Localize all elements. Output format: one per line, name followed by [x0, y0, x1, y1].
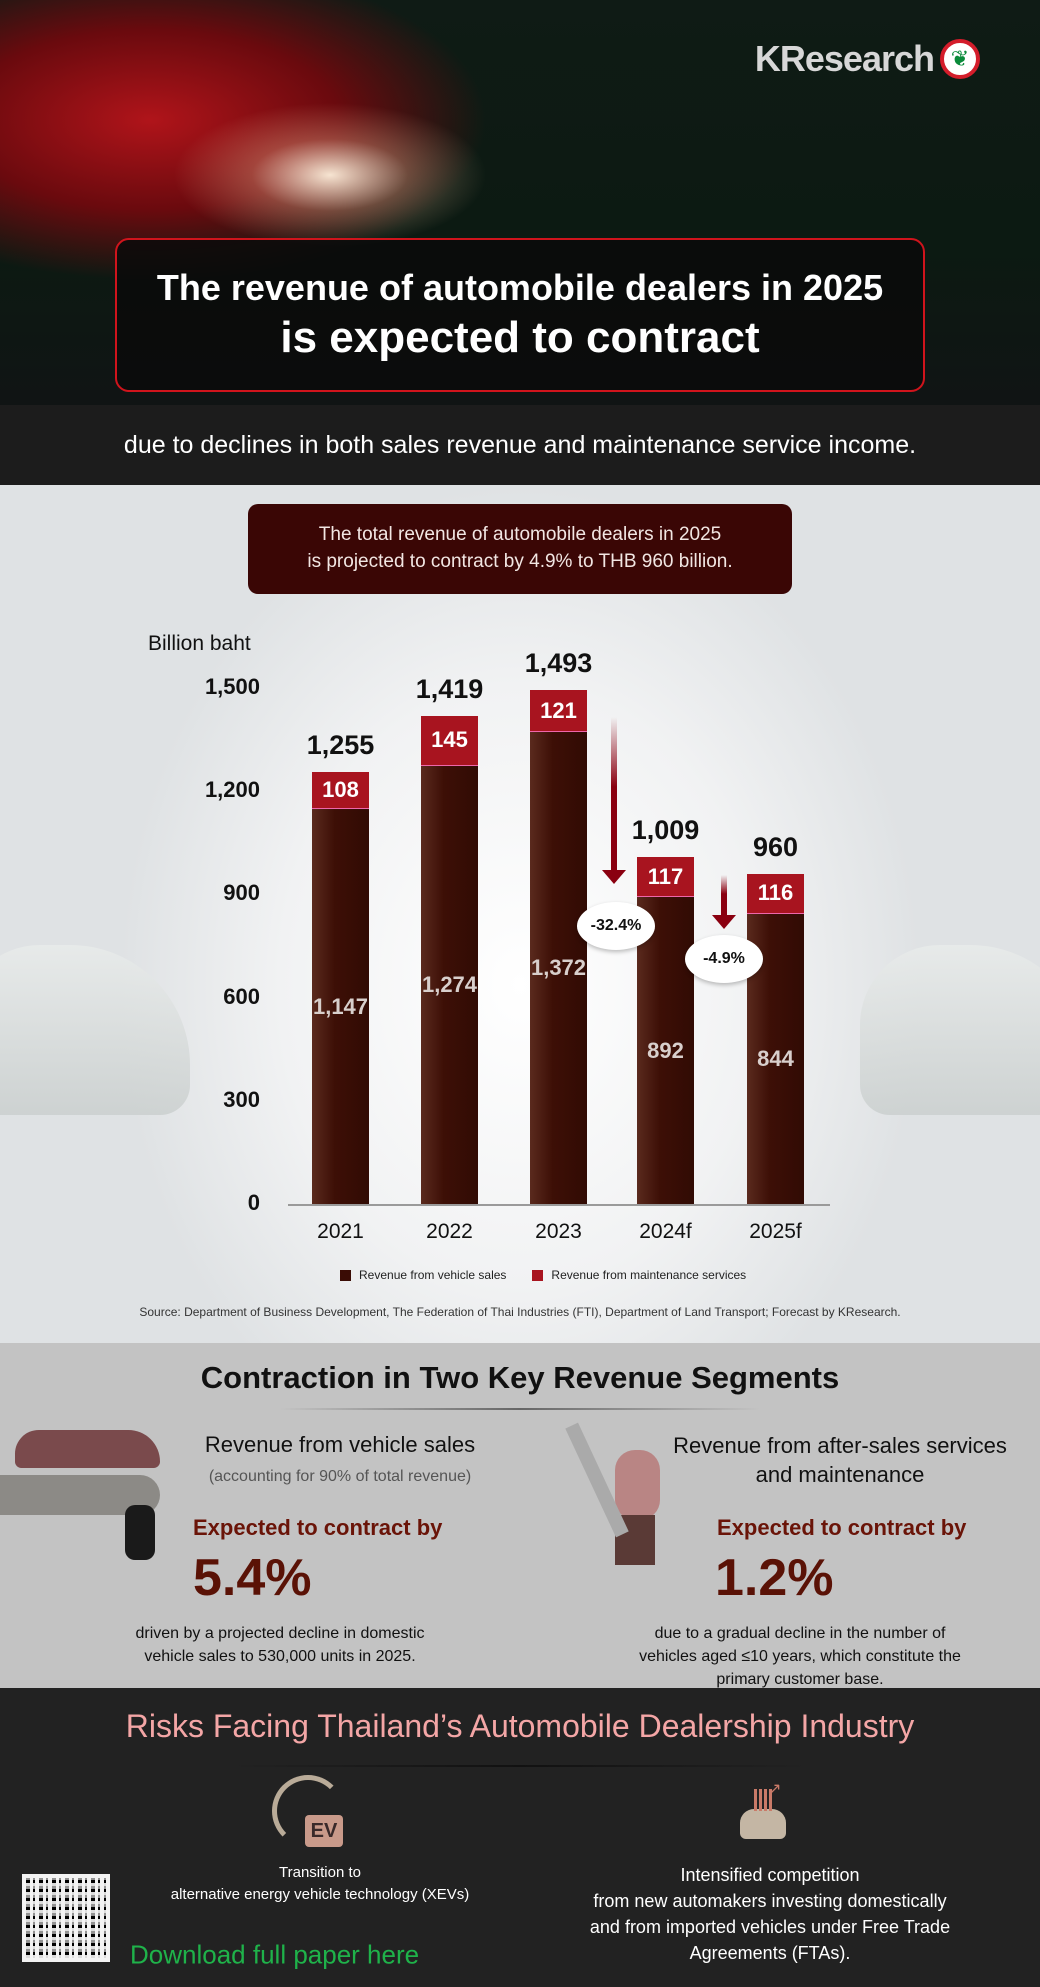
change-annotation: -4.9%	[685, 935, 763, 983]
legend-label: Revenue from vehicle sales	[359, 1268, 507, 1282]
left-percent: 5.4%	[193, 1549, 312, 1607]
legend-label: Revenue from maintenance services	[551, 1268, 747, 1282]
chart-section	[0, 485, 1040, 1343]
left-desc-line1: driven by a projected decline in domesti…	[135, 1625, 425, 1642]
chart-legend: Revenue from vehicle sales Revenue from …	[340, 1268, 746, 1282]
risk-right-text: Intensified competition from new automak…	[540, 1862, 1000, 1966]
risk-left-text: Transition to alternative energy vehicle…	[130, 1862, 510, 1906]
legend-swatch	[340, 1269, 351, 1281]
note-line2: is projected to contract by 4.9% to THB …	[307, 551, 733, 572]
title-underline	[280, 1408, 760, 1410]
left-description: driven by a projected decline in domesti…	[60, 1622, 500, 1668]
x-tick-label: 2021	[317, 1220, 364, 1243]
logo-text: KResearch	[754, 38, 935, 79]
car-on-hand-icon	[0, 1420, 160, 1560]
right-desc-line3: primary customer base.	[716, 1671, 884, 1689]
risk-left-line2: alternative energy vehicle technology (X…	[170, 1885, 470, 1903]
ev-badge: EV	[305, 1815, 343, 1847]
down-arrow-icon	[602, 717, 626, 884]
download-paper-link[interactable]: Download full paper here	[130, 1939, 420, 1970]
bar-2022: 145 1,274	[421, 715, 478, 1204]
right-percent: 1.2%	[715, 1549, 834, 1607]
bar-2025f: 116 844	[747, 873, 804, 1204]
left-expected-label: Expected to contract by	[193, 1515, 443, 1540]
risk-right-line4: Agreements (FTAs).	[689, 1943, 851, 1964]
x-tick-label: 2025f	[749, 1220, 802, 1243]
y-tick-label: 300	[223, 1086, 260, 1112]
source-note: Source: Department of Business Developme…	[139, 1305, 901, 1319]
x-tick-label: 2023	[535, 1220, 582, 1243]
legend-item-vehicle-sales: Revenue from vehicle sales	[340, 1268, 506, 1282]
summary-note: The total revenue of automobile dealers …	[248, 504, 792, 594]
right-expected-label: Expected to contract by	[717, 1515, 967, 1540]
bar-segment-vehicle-sales: 1,274	[421, 765, 478, 1204]
risks-section	[0, 1688, 1040, 1987]
change-annotation: -32.4%	[577, 902, 655, 950]
y-tick-label: 600	[223, 983, 260, 1009]
right-heading: Revenue from after-sales services and ma…	[640, 1432, 1040, 1489]
bar-total-label: 1,009	[631, 814, 700, 845]
down-arrow-icon	[712, 875, 736, 929]
right-desc-line1: due to a gradual decline in the number o…	[654, 1625, 946, 1642]
y-tick-label: 1,200	[204, 777, 260, 803]
bar-segment-vehicle-sales: 1,372	[530, 732, 587, 1204]
y-axis-label: Billion baht	[148, 632, 251, 655]
note-line1: The total revenue of automobile dealers …	[318, 524, 722, 546]
bar-segment-maintenance: 116	[747, 873, 804, 914]
bar-2023: 121 1,372	[530, 690, 587, 1204]
risk-right-line2: from new automakers investing domestical…	[593, 1891, 947, 1912]
right-description: due to a gradual decline in the number o…	[590, 1622, 1010, 1692]
bar-segment-vehicle-sales: 892	[637, 897, 694, 1204]
stacked-bar-chart: 0 300 600 900 1,200 1,500 108 1,147 1,255 2021 145…	[204, 648, 804, 1243]
bar-segment-maintenance: 145	[421, 715, 478, 766]
kresearch-logo: KResearch ❦	[755, 38, 980, 80]
y-tick-label: 0	[247, 1190, 260, 1215]
segments-section	[0, 1343, 1040, 1688]
right-heading-line2: and maintenance	[755, 1461, 925, 1487]
x-tick-label: 2024f	[639, 1220, 692, 1243]
bar-2024f: 117 892	[637, 856, 694, 1204]
risk-right-line3: and from imported vehicles under Free Tr…	[589, 1917, 951, 1938]
segments-title: Contraction in Two Key Revenue Segments	[200, 1360, 840, 1395]
bar-segment-maintenance: 121	[530, 690, 587, 733]
left-desc-line2: vehicle sales to 530,000 units in 2025.	[144, 1648, 416, 1666]
risks-underline	[230, 1765, 810, 1767]
logo-sprout-icon: ❦	[940, 39, 980, 79]
left-heading: Revenue from vehicle sales	[204, 1432, 476, 1457]
bar-segment-vehicle-sales: 1,147	[312, 809, 369, 1204]
bar-2021: 108 1,147	[312, 772, 369, 1204]
x-axis-line	[288, 1204, 830, 1206]
legend-swatch	[532, 1269, 544, 1281]
risk-right-line1: Intensified competition	[680, 1865, 860, 1885]
headline-box: The revenue of automobile dealers in 202…	[115, 238, 925, 392]
ev-charger-icon	[272, 1775, 344, 1847]
bar-total-label: 1,493	[524, 648, 593, 679]
background-car-right	[860, 945, 1040, 1115]
y-tick-label: 1,500	[204, 674, 260, 699]
car-with-growth-chart-icon: ↗	[740, 1781, 786, 1841]
right-heading-line1: Revenue from after-sales services	[673, 1433, 1007, 1458]
bar-segment-maintenance: 117	[637, 856, 694, 898]
bar-segment-maintenance: 108	[312, 772, 369, 810]
legend-item-maintenance: Revenue from maintenance services	[532, 1268, 746, 1282]
bar-total-label: 960	[752, 831, 799, 862]
headline-line1: The revenue of automobile dealers in 202…	[156, 267, 884, 308]
headline-line2: is expected to contract	[280, 313, 760, 362]
hand-holding-wrenches-icon	[565, 1420, 685, 1565]
risk-left-line1: Transition to	[279, 1864, 361, 1881]
risks-title: Risks Facing Thailand’s Automobile Deale…	[125, 1708, 915, 1744]
bar-total-label: 1,255	[306, 730, 375, 761]
x-tick-label: 2022	[426, 1220, 473, 1243]
qr-code[interactable]	[22, 1874, 110, 1962]
left-subheading: (accounting for 90% of total revenue)	[208, 1468, 472, 1485]
subtitle: due to declines in both sales revenue an…	[0, 405, 1040, 485]
bar-total-label: 1,419	[415, 673, 484, 704]
right-desc-line2: vehicles aged ≤10 years, which constitut…	[639, 1648, 961, 1666]
y-tick-label: 900	[223, 880, 260, 906]
